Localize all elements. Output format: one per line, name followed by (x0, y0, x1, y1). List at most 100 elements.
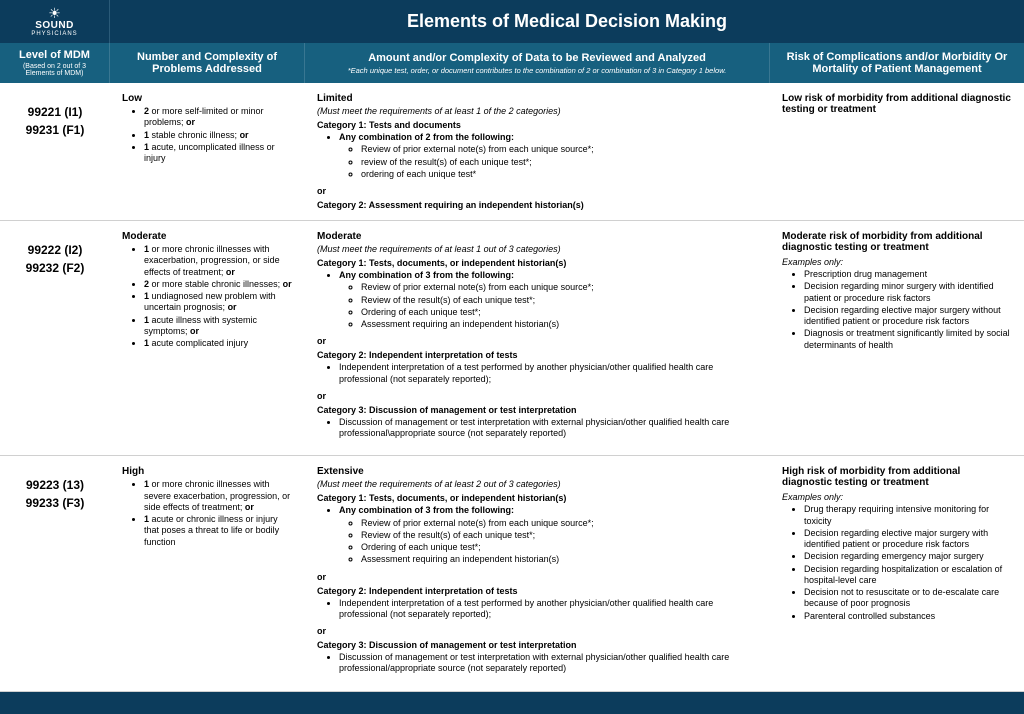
footer-bar (0, 692, 1024, 714)
risk-cell: Low risk of morbidity from additional di… (770, 83, 1024, 220)
list-item: 1 stable chronic illness; or (144, 130, 293, 141)
list-item: 1 acute illness with systemic symptoms; … (144, 315, 293, 338)
level-codes: 99223 (13) 99233 (F3) (0, 456, 110, 690)
list-item: Ordering of each unique test*; (361, 542, 758, 553)
category-title: Category 1: Tests and documents (317, 120, 758, 130)
brand-name: SOUND (35, 20, 74, 31)
category-list: Independent interpretation of a test per… (317, 362, 758, 385)
list-item: Review of prior external note(s) from ea… (361, 144, 758, 155)
level-code: 99221 (I1) (12, 105, 98, 119)
list-item: Any combination of 2 from the following:… (339, 132, 758, 180)
level-code: 99233 (F3) (12, 496, 98, 510)
or-separator: or (317, 626, 758, 636)
or-separator: or (317, 186, 758, 196)
category-list: Discussion of management or test interpr… (317, 417, 758, 440)
rows-container: 99221 (I1) 99231 (F1) Low 2 or more self-li… (0, 83, 1024, 692)
data-must: (Must meet the requirements of at least … (317, 479, 758, 489)
sub-list: Review of prior external note(s) from ea… (339, 282, 758, 330)
category-list: Any combination of 2 from the following:… (317, 132, 758, 180)
data-must: (Must meet the requirements of at least … (317, 106, 758, 116)
header-level-text: Level of MDM (19, 49, 90, 61)
list-item: Decision not to resuscitate or to de-esc… (804, 587, 1012, 610)
header-level: Level of MDM (Based on 2 out of 3 Elemen… (0, 43, 110, 83)
category-title: Category 2: Assessment requiring an inde… (317, 200, 758, 210)
list-item: ordering of each unique test* (361, 169, 758, 180)
or-separator: or (317, 572, 758, 582)
problems-list: 1 or more chronic illnesses with severe … (122, 479, 293, 548)
header-data: Amount and/or Complexity of Data to be R… (305, 43, 770, 83)
header-data-text: Amount and/or Complexity of Data to be R… (368, 52, 706, 64)
data-must: (Must meet the requirements of at least … (317, 244, 758, 254)
data-label: Extensive (317, 466, 758, 477)
list-item: Review of prior external note(s) from ea… (361, 518, 758, 529)
list-item: Prescription drug management (804, 269, 1012, 280)
header-problems: Number and Complexity of Problems Addres… (110, 43, 305, 83)
list-item: Assessment requiring an independent hist… (361, 554, 758, 565)
risk-label: Moderate risk of morbidity from addition… (782, 231, 1012, 253)
header-row: ☀ SOUND PHYSICIANS Elements of Medical D… (0, 0, 1024, 43)
header-data-note: *Each unique test, order, or document co… (348, 66, 727, 75)
list-item: 2 or more stable chronic illnesses; or (144, 279, 293, 290)
risk-label: Low risk of morbidity from additional di… (782, 93, 1012, 115)
list-item: review of the result(s) of each unique t… (361, 157, 758, 168)
examples-list: Drug therapy requiring intensive monitor… (782, 504, 1012, 622)
list-item: 1 acute, uncomplicated illness or injury (144, 142, 293, 165)
list-item: Any combination of 3 from the following:… (339, 270, 758, 330)
category-title: Category 1: Tests, documents, or indepen… (317, 258, 758, 268)
list-item: 1 acute or chronic illness or injury tha… (144, 514, 293, 548)
list-item: Review of the result(s) of each unique t… (361, 530, 758, 541)
list-item: Independent interpretation of a test per… (339, 598, 758, 621)
list-item: Any combination of 3 from the following:… (339, 505, 758, 565)
list-item: Decision regarding elective major surger… (804, 305, 1012, 328)
list-item: Discussion of management or test interpr… (339, 417, 758, 440)
problems-label: Moderate (122, 231, 293, 242)
data-cell: Limited (Must meet the requirements of at… (305, 83, 770, 220)
problems-list: 1 or more chronic illnesses with exacerb… (122, 244, 293, 349)
list-item: Review of the result(s) of each unique t… (361, 295, 758, 306)
list-item: Decision regarding emergency major surge… (804, 551, 1012, 562)
list-item: Diagnosis or treatment significantly lim… (804, 328, 1012, 351)
data-cell: Moderate (Must meet the requirements of a… (305, 221, 770, 455)
list-item: 1 or more chronic illnesses with exacerb… (144, 244, 293, 278)
examples-label: Examples only: (782, 257, 1012, 267)
level-code: 99223 (13) (12, 478, 98, 492)
column-headers: Level of MDM (Based on 2 out of 3 Elemen… (0, 43, 1024, 83)
problems-cell: Low 2 or more self-limited or minor probl… (110, 83, 305, 220)
level-code: 99231 (F1) (12, 123, 98, 137)
list-item: Drug therapy requiring intensive monitor… (804, 504, 1012, 527)
list-item: Parenteral controlled substances (804, 611, 1012, 622)
level-code: 99232 (F2) (12, 261, 98, 275)
list-item: Decision regarding hospitalization or es… (804, 564, 1012, 587)
list-item: Decision regarding minor surgery with id… (804, 281, 1012, 304)
brand-sub: PHYSICIANS (31, 31, 77, 37)
category-title: Category 2: Independent interpretation o… (317, 586, 758, 596)
data-label: Moderate (317, 231, 758, 242)
header-risk: Risk of Complications and/or Morbidity O… (770, 43, 1024, 83)
data-label: Limited (317, 93, 758, 104)
table-row: 99221 (I1) 99231 (F1) Low 2 or more self-li… (0, 83, 1024, 221)
problems-cell: High 1 or more chronic illnesses with sev… (110, 456, 305, 690)
problems-list: 2 or more self-limited or minor problems… (122, 106, 293, 164)
category-list: Discussion of management or test interpr… (317, 652, 758, 675)
category-list: Independent interpretation of a test per… (317, 598, 758, 621)
risk-cell: Moderate risk of morbidity from addition… (770, 221, 1024, 455)
list-item: Independent interpretation of a test per… (339, 362, 758, 385)
category-title: Category 3: Discussion of management or … (317, 640, 758, 650)
examples-label: Examples only: (782, 492, 1012, 502)
list-item: Review of prior external note(s) from ea… (361, 282, 758, 293)
list-item: Discussion of management or test interpr… (339, 652, 758, 675)
problems-label: Low (122, 93, 293, 104)
sub-list: Review of prior external note(s) from ea… (339, 518, 758, 566)
problems-label: High (122, 466, 293, 477)
header-level-sub: (Based on 2 out of 3 Elements of MDM) (8, 63, 101, 77)
table-row: 99223 (13) 99233 (F3) High 1 or more chroni… (0, 456, 1024, 691)
risk-cell: High risk of morbidity from additional d… (770, 456, 1024, 690)
category-list: Any combination of 3 from the following:… (317, 270, 758, 330)
sub-list: Review of prior external note(s) from ea… (339, 144, 758, 180)
level-codes: 99222 (I2)99232 (F2) (0, 221, 110, 455)
examples-list: Prescription drug managementDecision reg… (782, 269, 1012, 351)
page-title: Elements of Medical Decision Making (110, 0, 1024, 43)
list-item: 1 acute complicated injury (144, 338, 293, 349)
sun-icon: ☀ (48, 6, 61, 20)
logo: ☀ SOUND PHYSICIANS (0, 0, 110, 43)
